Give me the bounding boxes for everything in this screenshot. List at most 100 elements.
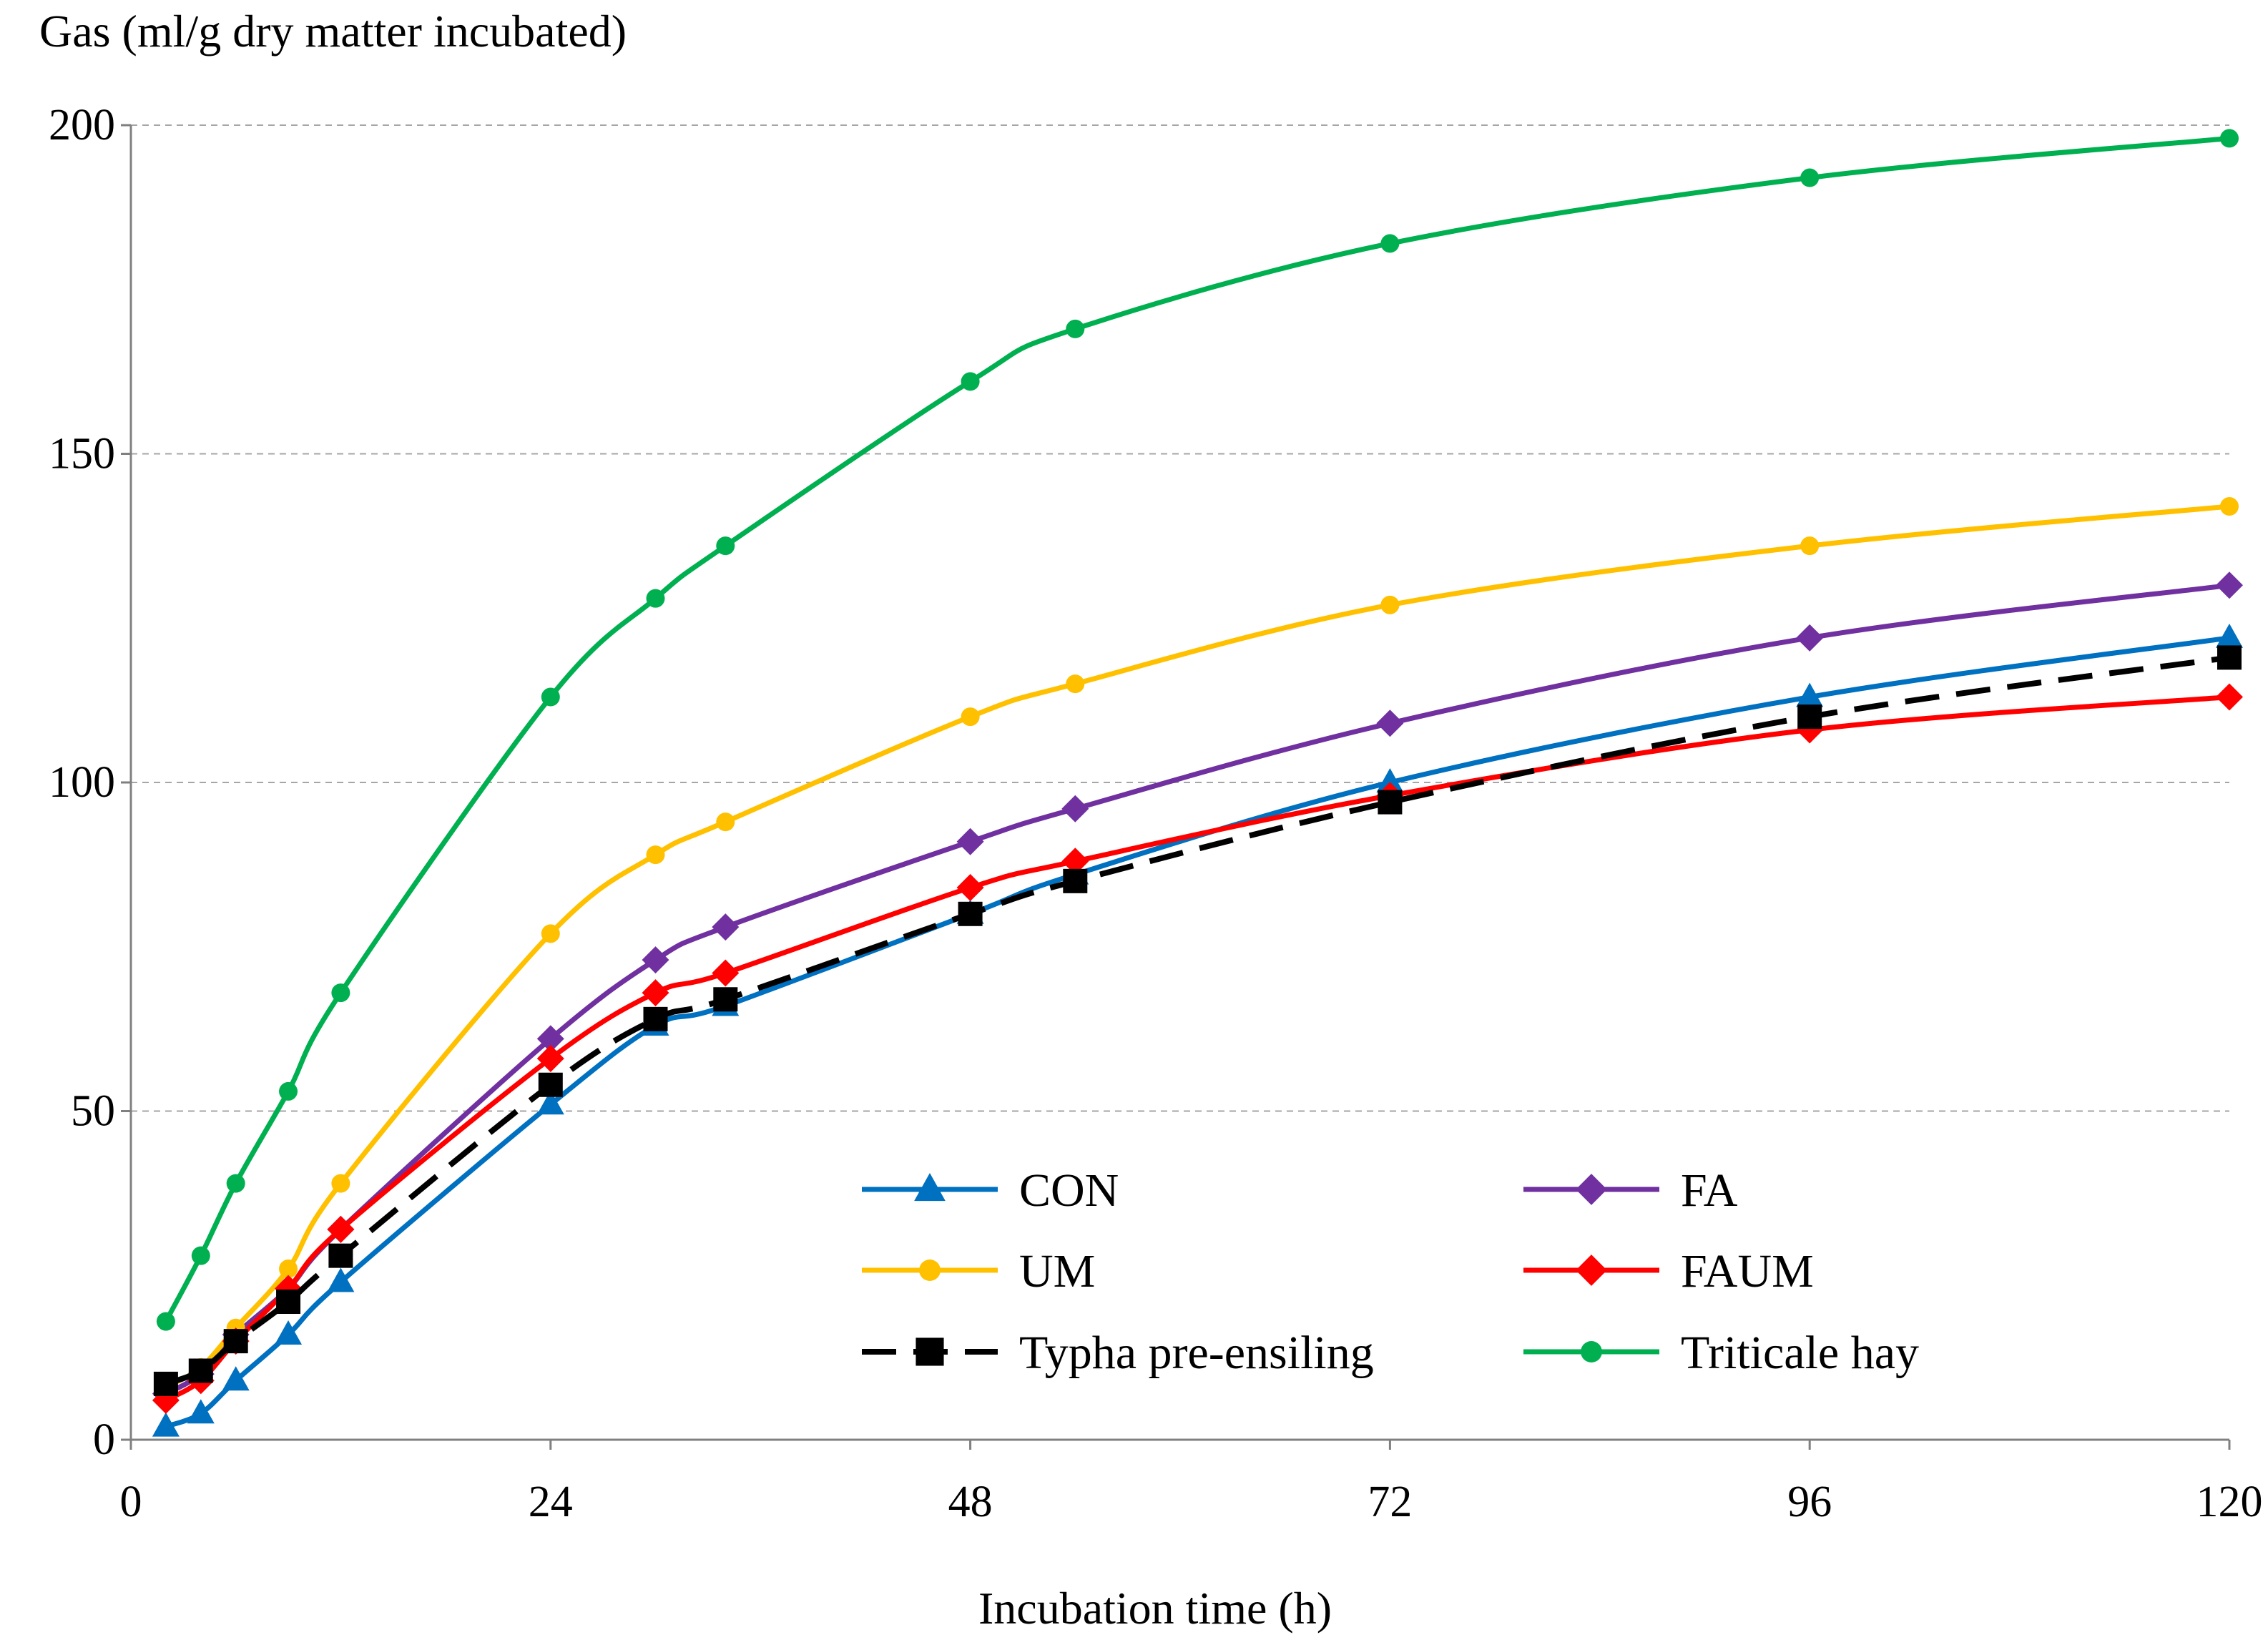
- data-point-fa-96: [1796, 624, 1824, 652]
- series-triticale-hay: [156, 129, 2239, 1331]
- data-point-faum-54: [1061, 848, 1089, 875]
- data-point-typha-pre-ensiling-4: [188, 1358, 213, 1383]
- data-point-um-96: [1800, 536, 1820, 556]
- data-point-um-120: [2220, 497, 2239, 516]
- data-point-um-30: [646, 845, 665, 865]
- data-point-con-2: [152, 1412, 180, 1437]
- legend-marker-um: [919, 1259, 941, 1281]
- data-point-con-120: [2216, 623, 2243, 648]
- y-tick-label-150: 150: [49, 430, 115, 478]
- legend-item-fa: FA: [1523, 1164, 1738, 1217]
- legend-marker-triticale-hay: [1581, 1341, 1602, 1362]
- data-point-um-24: [541, 924, 560, 943]
- data-point-triticale-hay-9: [279, 1081, 298, 1101]
- axes: [121, 124, 2231, 1450]
- data-point-triticale-hay-96: [1800, 168, 1820, 187]
- data-point-triticale-hay-48: [961, 372, 980, 391]
- x-tick-label-96: 96: [1787, 1478, 1832, 1526]
- data-point-typha-pre-ensiling-24: [538, 1072, 563, 1097]
- legend-label-faum: FAUM: [1681, 1245, 1814, 1297]
- data-point-um-54: [1066, 674, 1085, 694]
- series-layer: [152, 129, 2243, 1437]
- legend-label-triticale-hay: Triticale hay: [1681, 1327, 1919, 1379]
- series-line-triticale-hay: [163, 135, 2230, 1323]
- x-tick-label-48: 48: [948, 1478, 993, 1526]
- data-point-con-9: [275, 1320, 303, 1345]
- data-point-con-12: [327, 1267, 355, 1292]
- data-point-typha-pre-ensiling-96: [1797, 704, 1822, 730]
- data-point-um-34: [716, 812, 735, 832]
- legend-label-typha-pre-ensiling: Typha pre-ensiling: [1019, 1327, 1374, 1379]
- data-point-triticale-hay-34: [716, 536, 735, 556]
- x-tick-label-0: 0: [120, 1478, 142, 1526]
- series-faum: [152, 683, 2243, 1414]
- legend-marker-fa: [1576, 1174, 1607, 1205]
- legend-item-typha-pre-ensiling: Typha pre-ensiling: [862, 1327, 1374, 1379]
- data-point-con-24: [536, 1090, 564, 1115]
- legend-marker-typha-pre-ensiling: [915, 1337, 944, 1366]
- data-point-faum-34: [712, 959, 740, 987]
- data-point-faum-12: [327, 1215, 355, 1243]
- data-point-triticale-hay-30: [646, 589, 665, 608]
- data-point-triticale-hay-4: [191, 1246, 210, 1265]
- data-point-um-48: [961, 707, 980, 727]
- data-point-typha-pre-ensiling-54: [1063, 868, 1088, 893]
- data-point-triticale-hay-120: [2220, 129, 2239, 148]
- legend-marker-faum: [1576, 1254, 1607, 1286]
- series-line-fa: [165, 582, 2230, 1396]
- data-point-um-12: [331, 1174, 350, 1193]
- data-point-typha-pre-ensiling-2: [153, 1371, 178, 1396]
- y-tick-label-200: 200: [49, 101, 115, 149]
- data-point-um-72: [1380, 595, 1400, 614]
- data-point-fa-34: [712, 913, 740, 941]
- data-point-fa-72: [1376, 709, 1404, 737]
- data-point-faum-48: [956, 874, 984, 902]
- data-point-triticale-hay-54: [1066, 319, 1085, 338]
- data-point-typha-pre-ensiling-9: [276, 1290, 301, 1315]
- legend-label-um: UM: [1019, 1245, 1095, 1297]
- data-point-typha-pre-ensiling-48: [958, 901, 983, 926]
- data-point-con-96: [1796, 682, 1824, 707]
- y-tick-label-50: 50: [71, 1087, 115, 1136]
- legend-label-fa: FA: [1681, 1164, 1738, 1217]
- data-point-triticale-hay-12: [331, 983, 350, 1003]
- legend-item-faum: FAUM: [1523, 1245, 1814, 1297]
- grid-lines: [131, 124, 2229, 1112]
- legend-item-triticale-hay: Triticale hay: [1523, 1327, 1919, 1379]
- data-point-triticale-hay-72: [1380, 234, 1400, 253]
- data-point-faum-120: [2216, 683, 2243, 711]
- data-point-fa-24: [536, 1025, 564, 1053]
- y-axis-title: Gas (ml/g dry matter incubated): [39, 6, 627, 57]
- data-point-fa-54: [1061, 795, 1089, 822]
- x-tick-label-24: 24: [529, 1478, 573, 1526]
- legend-label-con: CON: [1019, 1164, 1119, 1217]
- y-tick-label-100: 100: [49, 758, 115, 807]
- series-line-con: [165, 635, 2230, 1429]
- data-point-typha-pre-ensiling-12: [328, 1243, 353, 1268]
- data-point-triticale-hay-2: [156, 1312, 175, 1331]
- legend-item-um: UM: [862, 1245, 1095, 1297]
- x-tick-label-72: 72: [1368, 1478, 1412, 1526]
- data-point-typha-pre-ensiling-120: [2217, 645, 2242, 670]
- data-point-con-4: [187, 1399, 215, 1424]
- series-line-um: [165, 504, 2230, 1390]
- data-point-fa-30: [642, 946, 669, 974]
- data-point-typha-pre-ensiling-34: [713, 987, 738, 1012]
- data-point-triticale-hay-24: [541, 687, 560, 707]
- data-point-typha-pre-ensiling-6: [223, 1329, 248, 1354]
- data-point-faum-30: [642, 979, 669, 1007]
- data-point-fa-48: [956, 828, 984, 855]
- data-point-fa-120: [2216, 571, 2243, 599]
- data-point-typha-pre-ensiling-72: [1378, 790, 1403, 815]
- x-tick-label-120: 120: [2196, 1478, 2263, 1526]
- data-point-um-9: [279, 1259, 298, 1279]
- tick-labels: 0 50 100 150 200 0 24 48 72 96 120: [49, 101, 2263, 1526]
- y-tick-label-0: 0: [93, 1415, 115, 1464]
- x-axis-title: Incubation time (h): [978, 1583, 1332, 1634]
- legend-marker-con: [914, 1173, 946, 1202]
- series-um: [156, 497, 2239, 1397]
- series-typha-pre-ensiling: [153, 645, 2242, 1396]
